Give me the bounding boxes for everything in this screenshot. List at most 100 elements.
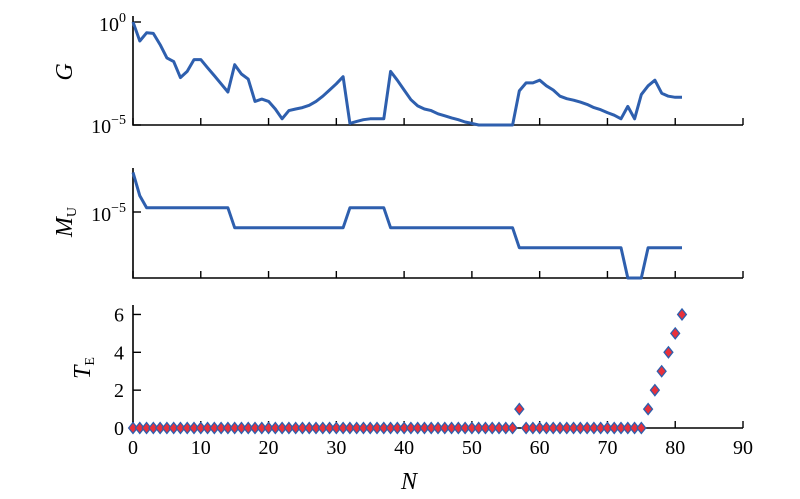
te-marker xyxy=(419,421,430,435)
te-marker xyxy=(663,345,674,359)
panel-te-xtick-label: 0 xyxy=(128,437,138,459)
te-marker xyxy=(453,421,464,435)
panel-g-ytick-label-top: 100 xyxy=(99,11,126,36)
te-marker xyxy=(432,421,444,435)
panel-te-yticks: 0 2 4 6 xyxy=(114,304,141,440)
te-marker xyxy=(439,421,451,435)
panel-te-ytick-label: 6 xyxy=(114,304,124,326)
te-marker xyxy=(547,421,559,435)
te-marker xyxy=(493,421,505,435)
panel-g-series-line xyxy=(131,21,682,127)
panel-te-xtick-label: 10 xyxy=(191,437,211,459)
te-marker xyxy=(514,402,525,416)
te-marker xyxy=(202,421,213,435)
te-marker xyxy=(351,421,362,435)
te-marker xyxy=(520,421,532,435)
te-marker xyxy=(242,421,254,435)
te-marker xyxy=(263,421,274,435)
te-marker xyxy=(669,326,681,340)
panel-te-xtick-label: 30 xyxy=(326,437,346,459)
panel-mu-ytick-label: 10−5 xyxy=(91,201,126,226)
panel-mu-ylabel: MU xyxy=(52,207,80,238)
te-marker xyxy=(344,421,356,435)
te-marker xyxy=(608,421,620,435)
te-marker xyxy=(588,421,600,435)
te-marker xyxy=(622,421,634,435)
te-marker xyxy=(317,421,329,435)
te-marker xyxy=(581,421,593,435)
te-marker xyxy=(480,421,491,435)
panel-te-ytick-label: 2 xyxy=(114,380,124,402)
te-marker xyxy=(222,421,234,435)
te-marker xyxy=(459,421,471,435)
te-marker xyxy=(229,421,240,435)
te-marker xyxy=(486,421,498,435)
te-marker xyxy=(656,364,667,378)
te-marker xyxy=(154,421,166,435)
te-marker xyxy=(541,421,552,435)
panel-te-ytick-label: 4 xyxy=(114,342,124,364)
te-marker xyxy=(358,421,369,435)
panel-te-xtick-label: 20 xyxy=(259,437,279,459)
te-marker xyxy=(276,421,288,435)
te-marker xyxy=(188,421,200,435)
te-marker xyxy=(378,421,390,435)
te-marker xyxy=(636,421,647,435)
te-marker xyxy=(297,421,308,435)
panel-te-xtick-label: 40 xyxy=(394,437,414,459)
te-marker xyxy=(161,421,173,435)
panel-te-ytick-label: 0 xyxy=(114,418,124,440)
te-marker xyxy=(602,421,613,435)
panel-g-xticks xyxy=(132,118,744,125)
panel-mu: 10−5 MU xyxy=(52,168,744,280)
panel-te-xtick-label: 90 xyxy=(733,437,753,459)
te-marker xyxy=(405,421,417,435)
te-marker xyxy=(270,421,281,435)
te-marker xyxy=(527,421,539,435)
panel-g-ytick-label-bottom: 10−5 xyxy=(91,113,126,138)
te-marker xyxy=(236,421,247,435)
te-marker xyxy=(310,421,322,435)
te-marker xyxy=(195,421,207,435)
te-marker xyxy=(249,421,261,435)
te-marker xyxy=(290,421,301,435)
te-marker xyxy=(595,421,606,435)
te-marker xyxy=(676,307,688,322)
te-marker xyxy=(331,421,342,435)
te-marker xyxy=(141,421,152,435)
panel-mu-series-line xyxy=(131,171,682,280)
panel-g-axes xyxy=(132,16,743,126)
te-marker xyxy=(371,421,383,435)
te-marker xyxy=(385,421,396,435)
panel-te-xtick-label: 80 xyxy=(665,437,685,459)
te-marker xyxy=(364,421,376,435)
te-marker xyxy=(466,421,478,435)
panel-g-ylabel: G xyxy=(52,63,78,80)
panel-mu-xticks xyxy=(132,271,744,278)
te-marker xyxy=(446,421,457,435)
te-marker xyxy=(398,421,410,435)
te-marker xyxy=(283,421,295,435)
te-marker xyxy=(629,421,640,435)
te-marker xyxy=(392,421,403,435)
te-marker xyxy=(534,421,545,435)
te-marker xyxy=(209,421,220,435)
te-marker xyxy=(642,402,654,416)
panel-te-markers xyxy=(127,307,688,435)
te-marker xyxy=(324,421,335,435)
te-marker xyxy=(134,421,146,435)
te-marker xyxy=(473,421,484,435)
te-marker xyxy=(303,421,315,435)
panel-te-xtick-label: 70 xyxy=(597,437,617,459)
te-marker xyxy=(412,421,423,435)
te-marker xyxy=(425,421,437,435)
te-marker xyxy=(168,421,179,435)
panel-te: 0 2 4 6 0 10 20 30 40 50 60 70 80 90 TE N xyxy=(70,304,753,495)
te-marker xyxy=(181,421,193,435)
panel-te-ylabel: TE xyxy=(70,357,98,379)
te-marker xyxy=(127,421,139,435)
te-marker xyxy=(148,421,159,435)
te-marker xyxy=(256,421,268,435)
te-marker xyxy=(215,421,227,435)
